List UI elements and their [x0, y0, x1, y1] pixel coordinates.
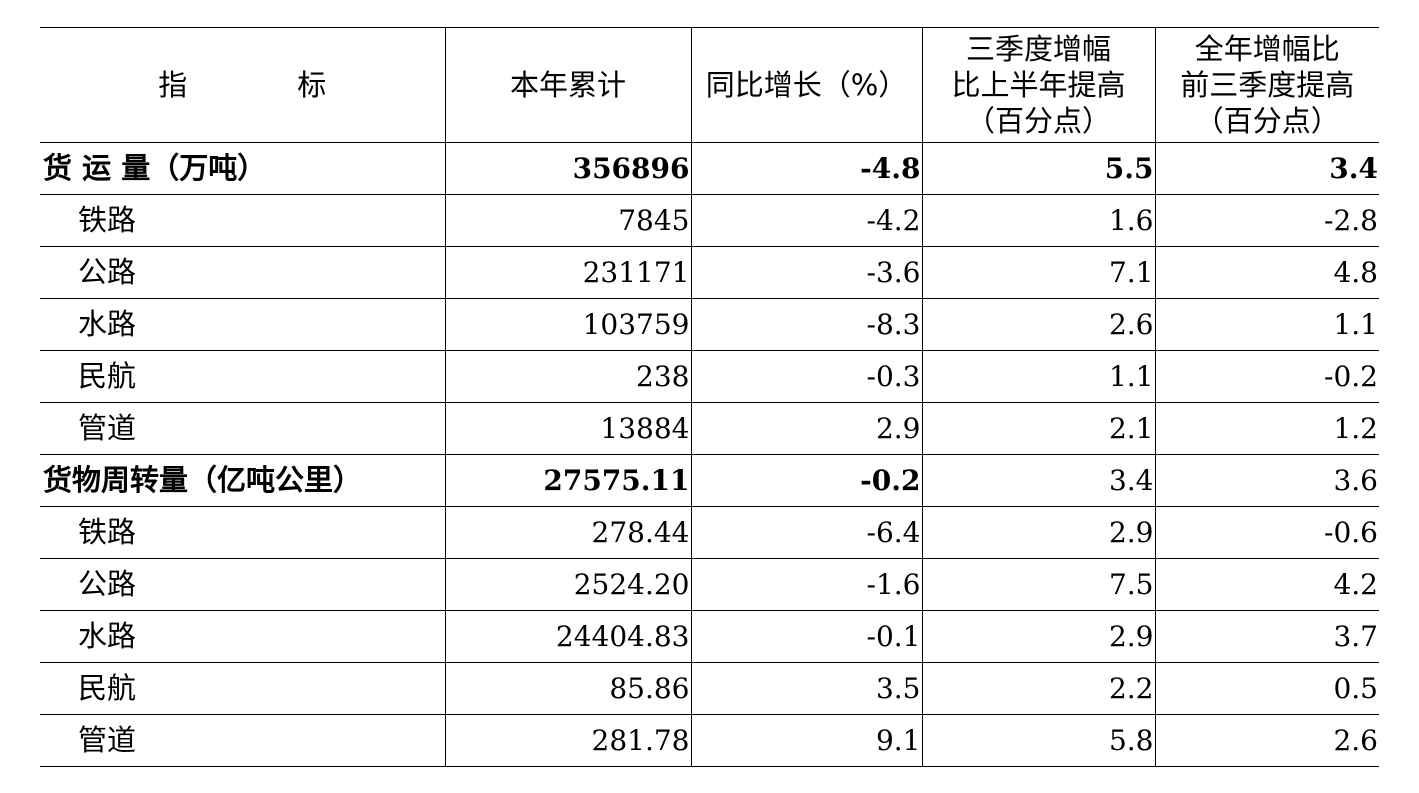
row-label: 货 运 量（万吨） — [40, 142, 445, 195]
cell-ytd: 24404.83 — [444, 610, 691, 663]
cell-q3: 7.5 — [921, 558, 1155, 611]
table-row: 民航 85.86 3.5 2.2 0.5 — [40, 662, 1379, 715]
row-label: 铁路 — [40, 506, 445, 559]
row-label: 民航 — [40, 350, 445, 403]
cell-fy: 3.4 — [1154, 142, 1379, 195]
cell-ytd: 356896 — [444, 142, 691, 195]
header-indicator-char-2: 标 — [297, 68, 327, 102]
cell-q3: 2.9 — [921, 506, 1155, 559]
table-row: 公路 231171 -3.6 7.1 4.8 — [40, 246, 1379, 299]
row-label: 民航 — [40, 662, 445, 715]
table-row: 铁路 7845 -4.2 1.6 -2.8 — [40, 194, 1379, 247]
cell-yoy: 2.9 — [690, 402, 922, 455]
table-header: 指标 本年累计 同比增长（%） 三季度增幅 比上半年提高 （百分点） 全年增幅比 前三… — [40, 27, 1379, 143]
cell-q3: 2.6 — [921, 298, 1155, 351]
header-fy-increase: 全年增幅比 前三季度提高 （百分点） — [1154, 27, 1379, 143]
cell-fy: 0.5 — [1154, 662, 1379, 715]
table-row: 管道 281.78 9.1 5.8 2.6 — [40, 714, 1379, 767]
cell-q3: 3.4 — [921, 454, 1155, 507]
cell-ytd: 281.78 — [444, 714, 691, 767]
cell-ytd: 27575.11 — [444, 454, 691, 507]
cell-yoy: -0.1 — [690, 610, 922, 663]
row-label: 水路 — [40, 298, 445, 351]
cell-q3: 5.5 — [921, 142, 1155, 195]
cell-q3: 7.1 — [921, 246, 1155, 299]
cell-ytd: 231171 — [444, 246, 691, 299]
cell-yoy: -0.3 — [690, 350, 922, 403]
row-label: 货物周转量（亿吨公里） — [40, 454, 445, 507]
cell-fy: -2.8 — [1154, 194, 1379, 247]
header-fy-line-3: （百分点） — [1194, 104, 1340, 138]
table-row-freight-turnover: 货物周转量（亿吨公里） 27575.11 -0.2 3.4 3.6 — [40, 454, 1379, 507]
header-ytd: 本年累计 — [444, 27, 691, 143]
cell-yoy: -3.6 — [690, 246, 922, 299]
cell-yoy: -4.2 — [690, 194, 922, 247]
row-label: 管道 — [40, 402, 445, 455]
cell-fy: 2.6 — [1154, 714, 1379, 767]
cell-q3: 1.1 — [921, 350, 1155, 403]
row-label: 公路 — [40, 558, 445, 611]
header-q3-line-2: 比上半年提高 — [951, 68, 1126, 102]
header-q3-increase: 三季度增幅 比上半年提高 （百分点） — [921, 27, 1155, 143]
header-fy-line-2: 前三季度提高 — [1180, 68, 1355, 102]
header-indicator: 指标 — [40, 27, 445, 143]
cell-ytd: 2524.20 — [444, 558, 691, 611]
row-label: 管道 — [40, 714, 445, 767]
cell-yoy: -1.6 — [690, 558, 922, 611]
cell-fy: -0.6 — [1154, 506, 1379, 559]
cell-fy: 1.1 — [1154, 298, 1379, 351]
cell-yoy: -0.2 — [690, 454, 922, 507]
cell-q3: 2.1 — [921, 402, 1155, 455]
header-q3-line-3: （百分点） — [965, 104, 1111, 138]
header-row: 指标 本年累计 同比增长（%） 三季度增幅 比上半年提高 （百分点） 全年增幅比 前三… — [40, 27, 1379, 143]
cell-yoy: -4.8 — [690, 142, 922, 195]
freight-statistics-table: 指标 本年累计 同比增长（%） 三季度增幅 比上半年提高 （百分点） 全年增幅比 前三… — [40, 27, 1379, 767]
cell-ytd: 7845 — [444, 194, 691, 247]
cell-fy: 3.7 — [1154, 610, 1379, 663]
cell-ytd: 278.44 — [444, 506, 691, 559]
table-row-freight-volume: 货 运 量（万吨） 356896 -4.8 5.5 3.4 — [40, 142, 1379, 195]
table-row: 管道 13884 2.9 2.1 1.2 — [40, 402, 1379, 455]
cell-yoy: -8.3 — [690, 298, 922, 351]
cell-ytd: 85.86 — [444, 662, 691, 715]
table-body: 货 运 量（万吨） 356896 -4.8 5.5 3.4 铁路 7845 -4… — [40, 142, 1379, 767]
header-indicator-char-1: 指 — [158, 68, 188, 102]
table-row: 铁路 278.44 -6.4 2.9 -0.6 — [40, 506, 1379, 559]
header-q3-line-1: 三季度增幅 — [965, 32, 1111, 66]
cell-fy: 1.2 — [1154, 402, 1379, 455]
cell-ytd: 238 — [444, 350, 691, 403]
cell-fy: -0.2 — [1154, 350, 1379, 403]
header-yoy: 同比增长（%） — [690, 27, 922, 143]
cell-q3: 2.9 — [921, 610, 1155, 663]
row-label: 公路 — [40, 246, 445, 299]
row-label: 水路 — [40, 610, 445, 663]
table-row: 水路 103759 -8.3 2.6 1.1 — [40, 298, 1379, 351]
cell-ytd: 13884 — [444, 402, 691, 455]
cell-yoy: 3.5 — [690, 662, 922, 715]
table-row: 民航 238 -0.3 1.1 -0.2 — [40, 350, 1379, 403]
table-row: 水路 24404.83 -0.1 2.9 3.7 — [40, 610, 1379, 663]
cell-q3: 5.8 — [921, 714, 1155, 767]
row-label: 铁路 — [40, 194, 445, 247]
cell-fy: 4.2 — [1154, 558, 1379, 611]
cell-fy: 4.8 — [1154, 246, 1379, 299]
cell-q3: 1.6 — [921, 194, 1155, 247]
cell-q3: 2.2 — [921, 662, 1155, 715]
cell-fy: 3.6 — [1154, 454, 1379, 507]
cell-yoy: 9.1 — [690, 714, 922, 767]
cell-ytd: 103759 — [444, 298, 691, 351]
header-fy-line-1: 全年增幅比 — [1194, 32, 1340, 66]
cell-yoy: -6.4 — [690, 506, 922, 559]
table-row: 公路 2524.20 -1.6 7.5 4.2 — [40, 558, 1379, 611]
